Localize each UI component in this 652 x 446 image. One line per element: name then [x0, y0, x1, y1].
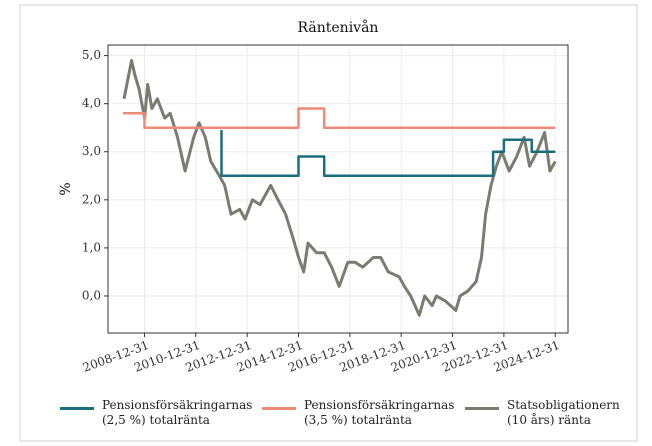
legend-item: Pensionsförsäkringarnas (3,5 %) totalrän… — [262, 398, 454, 428]
y-tick-label: 4,0 — [82, 96, 101, 110]
y-axis-label: % — [58, 182, 74, 195]
y-tick-label: 1,0 — [82, 240, 101, 254]
y-tick-label: 5,0 — [82, 48, 101, 62]
legend-label: Pensionsförsäkringarnas (3,5 %) totalrän… — [304, 398, 455, 427]
series-line — [123, 107, 556, 129]
legend-swatch — [262, 407, 296, 410]
series-line — [220, 130, 556, 178]
plot-panel — [108, 45, 568, 333]
series-line — [122, 58, 557, 317]
chart-title: Räntenivån — [298, 19, 379, 36]
legend-label: Pensionsförsäkringarnas (2,5 %) totalrän… — [102, 398, 253, 427]
legend-swatch — [60, 407, 94, 410]
y-tick-label: 0,0 — [82, 288, 101, 302]
plot-border — [107, 44, 569, 334]
legend-item: Statsobligationern (10 års) ränta — [465, 398, 620, 428]
y-tick-label: 3,0 — [82, 144, 101, 158]
y-tick-label: 2,0 — [82, 192, 101, 206]
legend-swatch — [465, 407, 499, 410]
legend-label: Statsobligationern (10 års) ränta — [507, 398, 620, 427]
legend-item: Pensionsförsäkringarnas (2,5 %) totalrän… — [60, 398, 252, 428]
frame — [19, 4, 638, 442]
